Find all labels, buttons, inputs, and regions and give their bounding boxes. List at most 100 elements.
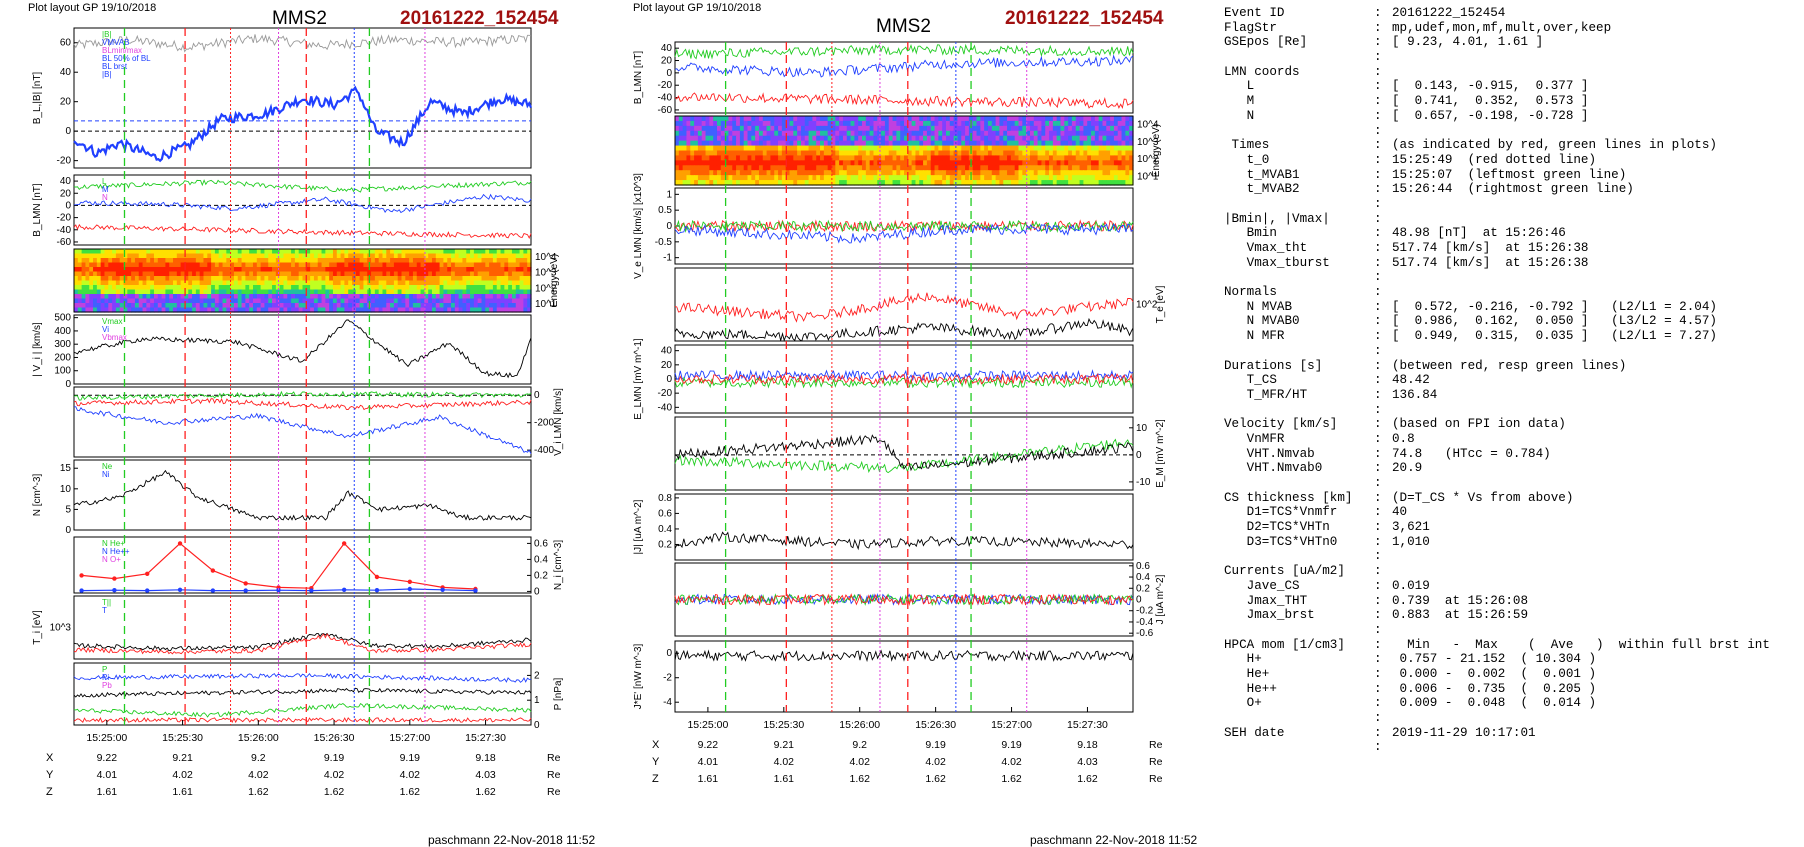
spectrogram-cell xyxy=(89,289,94,295)
spectrogram-cell xyxy=(846,140,852,147)
spectrogram-cell xyxy=(789,116,794,122)
spectrogram-cell xyxy=(900,170,905,176)
spectrogram-cell xyxy=(858,130,863,137)
spectrogram-cell xyxy=(233,280,239,286)
spectrogram-cell xyxy=(218,262,224,268)
spectrogram-cell xyxy=(709,125,714,132)
summary-value: Min - Max ( Ave ) within full brst int xyxy=(1392,637,1770,652)
spectrogram-cell xyxy=(957,180,962,186)
spectrogram-cell xyxy=(173,276,178,282)
summary-value: 0.019 xyxy=(1392,578,1430,593)
spectrogram-cell xyxy=(104,267,109,273)
spectrogram-cell xyxy=(701,170,707,176)
spectrogram-cell xyxy=(690,165,695,171)
spectrogram-cell xyxy=(317,276,323,282)
spectrogram-cell xyxy=(412,276,418,282)
spectrogram-cell xyxy=(283,285,288,291)
spectrogram-cell xyxy=(363,285,368,291)
legend-entry: Ne xyxy=(102,462,113,471)
spectrogram-cell xyxy=(854,145,859,152)
spectrogram-cell xyxy=(393,249,399,255)
position-value: 9.19 xyxy=(925,739,946,751)
spectrogram-cell xyxy=(173,280,178,286)
summary-colon: : xyxy=(1374,196,1382,211)
spectrogram-cell xyxy=(1087,175,1092,181)
y-axis-label: | V_i | [km/s] xyxy=(32,322,43,377)
spectrogram-cell xyxy=(682,175,688,181)
spectrogram-cell xyxy=(100,271,106,277)
spectrogram-cell xyxy=(447,262,452,268)
spectrogram-cell xyxy=(758,150,764,157)
spectrogram-cell xyxy=(911,170,917,176)
spectrogram-cell xyxy=(142,307,147,313)
spectrogram-cell xyxy=(762,135,768,142)
spectrogram-cell xyxy=(489,280,494,286)
spectrogram-cell xyxy=(386,258,391,264)
spectrogram-cell xyxy=(1045,160,1050,166)
summary-row: Durations [s]: (between red, resp green l… xyxy=(1224,359,1799,374)
spectrogram-cell xyxy=(214,249,220,255)
panel-right-7: -0.6-0.4-0.200.20.40.6J [uA m^-2] xyxy=(674,561,1166,639)
series-line-V_iN xyxy=(73,390,532,401)
spectrogram-cell xyxy=(131,249,136,255)
spectrogram-cell xyxy=(203,276,208,282)
spectrogram-cell xyxy=(1010,130,1016,137)
spectrogram-cell xyxy=(424,271,429,277)
plot-layout-label-left: Plot layout GP 19/10/2018 xyxy=(28,2,157,14)
spectrogram-cell xyxy=(382,303,387,309)
spectrogram-cell xyxy=(1083,165,1088,171)
spectrogram-cell xyxy=(701,165,707,171)
spectrogram-cell xyxy=(904,130,909,137)
spectrogram-cell xyxy=(949,135,955,142)
spectrogram-cell xyxy=(823,125,829,132)
spectrogram-cell xyxy=(252,271,258,277)
spectrogram-cell xyxy=(816,116,821,122)
y-tick-label: 400 xyxy=(54,326,71,337)
spectrogram-cell xyxy=(81,298,87,304)
spectrogram-cell xyxy=(1098,165,1104,171)
y-tick-label: 0 xyxy=(65,525,71,536)
spectrogram-cell xyxy=(184,258,189,264)
spectrogram-cell xyxy=(1125,135,1130,142)
spectrogram-cell xyxy=(980,160,985,166)
spectrogram-cell xyxy=(313,271,319,277)
spectrogram-cell xyxy=(325,303,330,309)
spectrogram-cell xyxy=(382,271,387,277)
spectrogram-cell xyxy=(778,125,783,132)
spectrogram-cell xyxy=(405,280,410,286)
spectrogram-cell xyxy=(184,294,189,300)
spectrogram-cell xyxy=(157,307,163,313)
spectrogram-cell xyxy=(850,160,855,166)
spectrogram-cell xyxy=(344,294,349,300)
spectrogram-cell xyxy=(728,160,733,166)
spectrogram-cell xyxy=(938,135,943,142)
spectrogram-cell xyxy=(984,150,989,157)
spectrogram-cell xyxy=(279,285,285,291)
spectrogram-cell xyxy=(447,285,452,291)
spectrogram-cell xyxy=(808,170,813,176)
spectrogram-cell xyxy=(454,258,460,264)
spectrogram-cell xyxy=(317,280,323,286)
spectrogram-cell xyxy=(256,303,262,309)
spectrogram-cell xyxy=(785,116,791,122)
spectrogram-cell xyxy=(112,253,117,259)
spectrogram-cell xyxy=(252,280,258,286)
spectrogram-cell xyxy=(751,140,756,147)
spectrogram-cell xyxy=(713,160,718,166)
spectrogram-cell xyxy=(736,130,741,137)
spectrogram-cell xyxy=(359,307,365,313)
spectrogram-cell xyxy=(896,135,901,142)
spectrogram-cell xyxy=(241,307,246,313)
spectrogram-cell xyxy=(675,160,680,166)
spectrogram-cell xyxy=(739,130,745,137)
spectrogram-cell xyxy=(435,298,441,304)
spectrogram-cell xyxy=(222,303,227,309)
spectrogram-cell xyxy=(477,280,483,286)
spectrogram-cell xyxy=(778,175,783,181)
spectrogram-cell xyxy=(995,165,1001,171)
spectrogram-cell xyxy=(260,280,266,286)
spectrogram-cell xyxy=(188,267,193,273)
spectrogram-cell xyxy=(142,294,147,300)
series-line-T|| xyxy=(674,292,1134,323)
